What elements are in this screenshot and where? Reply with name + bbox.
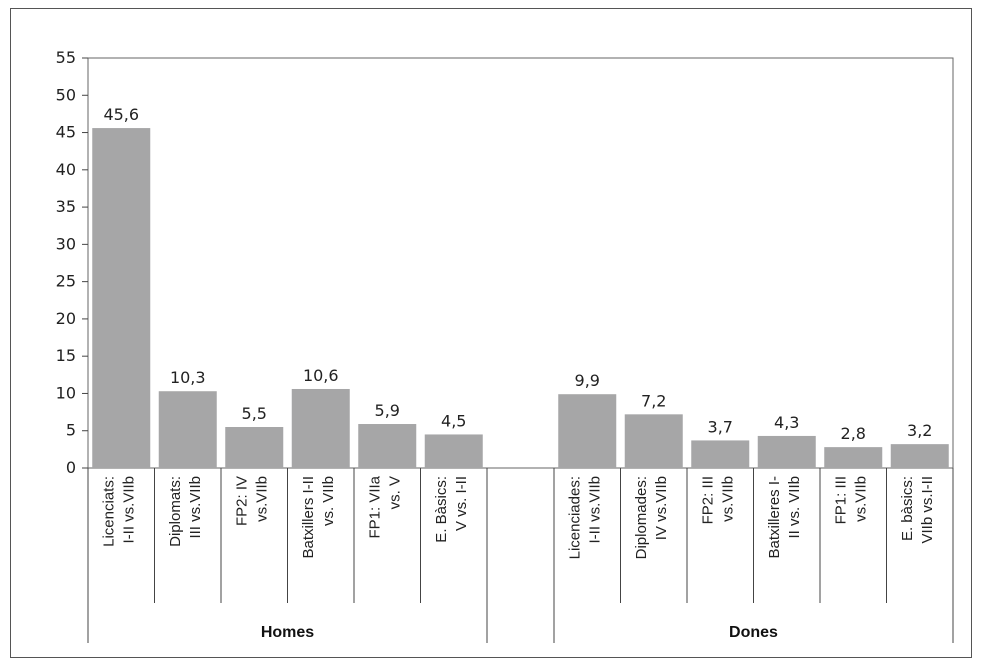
group-label: Dones — [729, 624, 778, 641]
y-tick-label: 40 — [56, 160, 76, 179]
y-tick-label: 25 — [56, 272, 76, 291]
y-tick-label: 30 — [56, 234, 76, 253]
y-tick-label: 35 — [56, 197, 76, 216]
category-label: V vs. I-II — [453, 476, 470, 531]
y-tick-label: 55 — [56, 48, 76, 67]
chart-frame — [10, 8, 972, 658]
bar — [691, 440, 750, 468]
y-tick-label: 15 — [56, 346, 76, 365]
bar — [92, 128, 151, 468]
data-label: 10,3 — [170, 368, 206, 387]
category-label: I-II vs.VIIb — [120, 476, 137, 544]
category-label: FP2: IV — [233, 476, 250, 526]
y-tick-label: 50 — [56, 85, 76, 104]
category-label: Licenciades: — [566, 476, 583, 559]
data-label: 9,9 — [575, 371, 600, 390]
group-label: Homes — [261, 624, 314, 641]
data-label: 7,2 — [641, 391, 666, 410]
bar — [291, 388, 350, 468]
category-label: FP1: VIIa — [366, 475, 383, 538]
bar — [624, 414, 683, 468]
bar — [757, 435, 816, 468]
data-label: 4,5 — [441, 411, 466, 430]
category-label: Batxilleres I- — [766, 476, 783, 559]
bar — [424, 434, 483, 468]
category-label: Batxillers I-II — [300, 476, 317, 559]
bar — [225, 427, 284, 468]
data-label: 3,2 — [907, 421, 932, 440]
category-label: VIIb vs.I-II — [919, 476, 936, 544]
category-label: II vs. VIIb — [786, 476, 803, 539]
y-tick-label: 20 — [56, 309, 76, 328]
data-label: 3,7 — [708, 417, 733, 436]
y-tick-label: 10 — [56, 383, 76, 402]
data-label: 2,8 — [841, 424, 866, 443]
category-label: vs.VIIb — [253, 476, 270, 522]
category-label: Licenciats: — [100, 476, 117, 547]
bar — [358, 424, 417, 468]
data-label: 10,6 — [303, 366, 339, 385]
category-label: Diplomades: — [633, 476, 650, 559]
category-label: FP1: III — [832, 476, 849, 524]
category-label: vs. V — [386, 476, 403, 509]
bar — [558, 394, 617, 468]
category-label: vs. VIIb — [320, 476, 337, 526]
category-label: vs.VIIb — [719, 476, 736, 522]
y-tick-label: 45 — [56, 123, 76, 142]
bar — [158, 391, 217, 468]
data-label: 5,9 — [375, 401, 400, 420]
bar — [890, 444, 949, 468]
category-label: E. bàsics: — [899, 476, 916, 541]
category-label: I-II vs.VIIb — [586, 476, 603, 544]
category-label: IV vs.VIIb — [653, 476, 670, 540]
bar — [824, 447, 883, 468]
data-label: 5,5 — [242, 404, 267, 423]
category-label: E. Bàsics: — [433, 476, 450, 543]
y-tick-label: 5 — [66, 421, 76, 440]
category-label: III vs.VIIb — [187, 476, 204, 539]
data-label: 45,6 — [103, 105, 139, 124]
category-label: Diplomats: — [167, 476, 184, 547]
data-label: 4,3 — [774, 413, 799, 432]
y-tick-label: 0 — [66, 458, 76, 477]
category-label: vs.VIIb — [852, 476, 869, 522]
category-label: FP2: III — [699, 476, 716, 524]
plot-area — [87, 57, 954, 469]
